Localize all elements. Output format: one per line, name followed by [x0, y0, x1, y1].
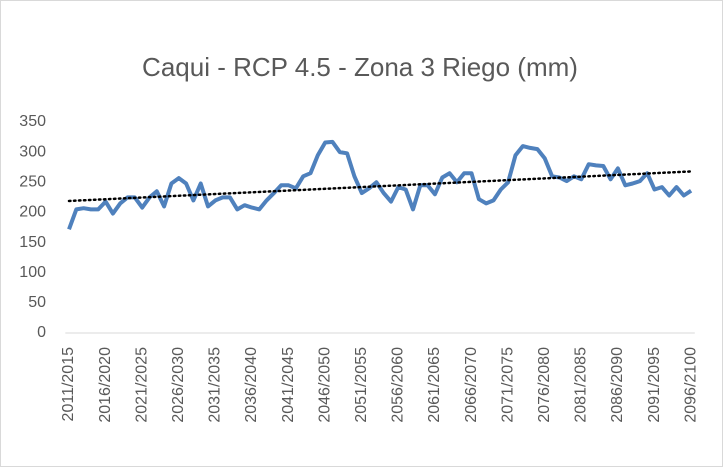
x-tick-label: 2011/2015 [60, 347, 77, 422]
y-tick-label: 200 [19, 204, 46, 221]
x-tick-label: 2061/2065 [426, 347, 443, 423]
x-tick-label: 2056/2060 [390, 347, 407, 423]
x-tick-label: 2051/2055 [353, 347, 370, 423]
x-tick-label: 2021/2025 [133, 347, 150, 423]
x-tick-label: 2026/2030 [170, 347, 187, 423]
x-tick-label: 2016/2020 [97, 347, 114, 423]
x-tick-label: 2041/2045 [280, 347, 297, 423]
y-tick-label: 0 [37, 324, 46, 341]
x-tick-label: 2066/2070 [463, 347, 480, 423]
x-tick-label: 2076/2080 [536, 347, 553, 423]
x-tick-label: 2036/2040 [243, 347, 260, 423]
x-tick-label: 2086/2090 [609, 347, 626, 423]
data-line [67, 139, 693, 230]
y-tick-label: 250 [19, 174, 46, 191]
trend-line [67, 170, 693, 203]
x-tick-label: 2031/2035 [207, 347, 224, 423]
y-tick-label: 350 [19, 113, 46, 130]
x-tick-label: 2081/2085 [573, 347, 590, 423]
x-tick-label: 2046/2050 [316, 347, 333, 423]
chart-title: Caqui - RCP 4.5 - Zona 3 Riego (mm) [142, 52, 578, 82]
y-tick-label: 150 [19, 234, 46, 251]
y-tick-label: 50 [28, 294, 46, 311]
x-tick-label: 2091/2095 [646, 347, 663, 423]
x-tick-label: 2071/2075 [499, 347, 516, 423]
y-tick-label: 300 [19, 143, 46, 160]
y-tick-label: 100 [19, 264, 46, 281]
x-tick-label: 2096/2100 [682, 347, 699, 423]
